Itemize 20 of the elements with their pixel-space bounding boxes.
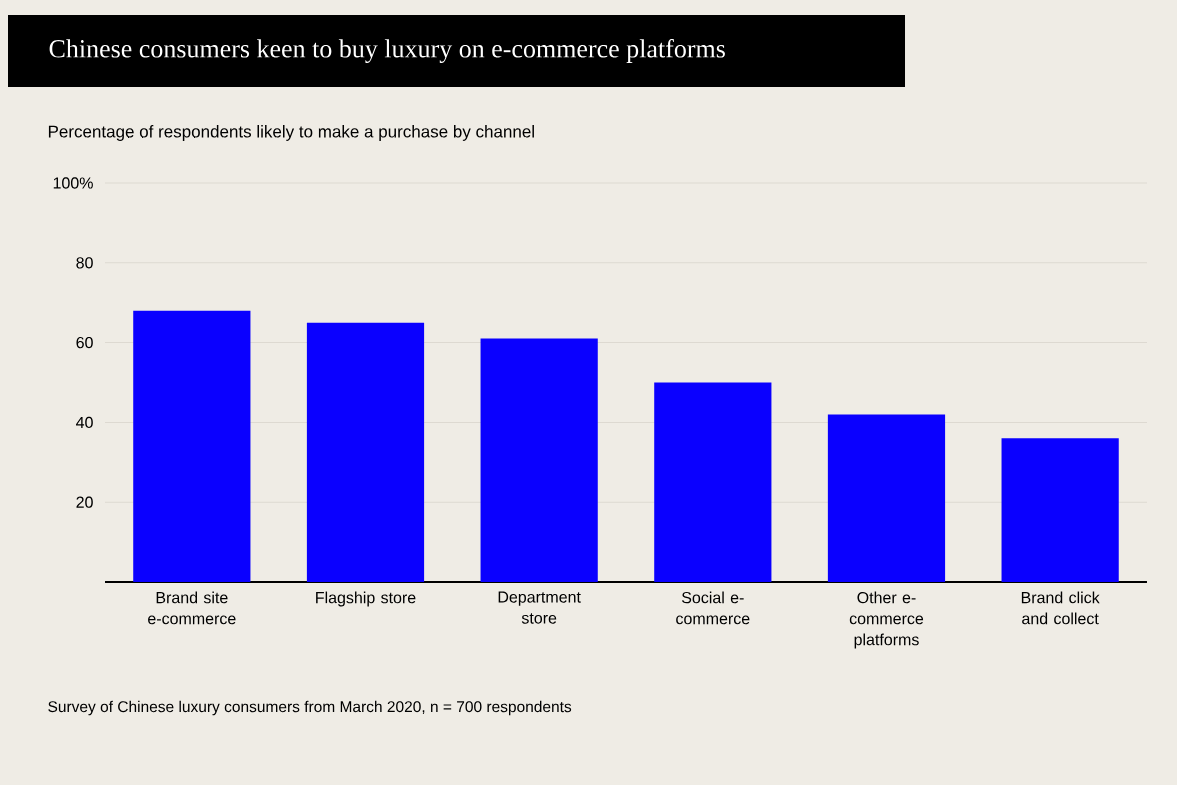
bar	[654, 382, 772, 582]
bar	[306, 322, 425, 582]
y-tick-label: 80	[76, 257, 93, 269]
y-tick-label: 100%	[53, 177, 93, 189]
x-tick-label: Brand site e-commerce	[148, 591, 236, 625]
bar	[1001, 438, 1119, 582]
text: Survey of Chinese luxury consumers from March 2020, n = 700 respondents	[48, 700, 572, 716]
chart-title: Chinese consumers keen to buy luxury on e-commerce platforms	[49, 39, 725, 63]
y-tick-label: 40	[76, 416, 93, 429]
chart-subtitle: Percentage of respondents likely to make a purchase by channel	[48, 125, 534, 141]
bar	[827, 414, 946, 582]
x-tick-label: Brand click and collect	[1021, 591, 1100, 625]
bar	[480, 338, 598, 582]
y-tick-label: 20	[76, 496, 93, 508]
x-tick-label: Other e-commerce platforms	[849, 591, 924, 649]
x-tick-label: Department store	[498, 591, 581, 624]
y-tick-label: 60	[76, 336, 93, 349]
x-tick-label: Social e-commerce	[676, 591, 750, 625]
bar	[133, 310, 251, 582]
x-tick-label: Flagship store	[316, 591, 416, 607]
